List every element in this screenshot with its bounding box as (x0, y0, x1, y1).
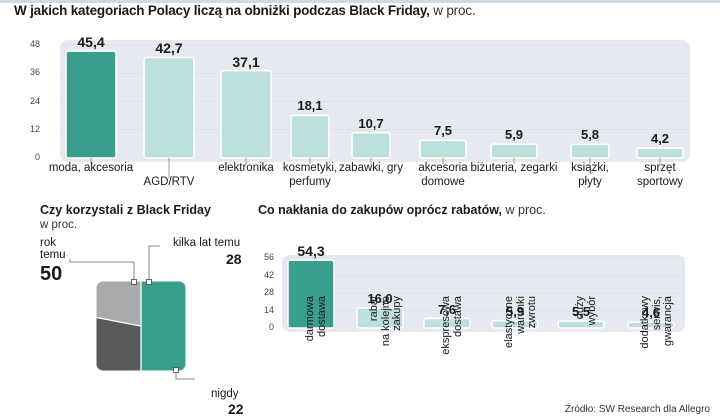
chart1-ytick: 36 (29, 67, 40, 78)
chart3-ytick: 14 (263, 304, 274, 315)
chart1-title-row: W jakich kategoriach Polacy liczą na obn… (14, 3, 476, 19)
chart1-category-label: zabawki, gry (339, 162, 403, 174)
chart1-category-label: AGD/RTV (143, 176, 195, 188)
chart2-leader-line (175, 370, 195, 380)
chart1-value-label: 10,7 (358, 115, 384, 131)
chart1-category-label: moda, akcesoria (48, 162, 134, 174)
chart1-category-label: książki, płyty (571, 162, 609, 188)
chart1-value-label: 5,8 (580, 127, 600, 143)
chart2-slice-label: kilka lat temu (173, 237, 241, 249)
chart3-category-label: rabat na kolejne zakupy (367, 296, 403, 347)
chart1-title: W jakich kategoriach Polacy liczą na obn… (14, 3, 430, 18)
chart1-category-label: sprzęt sportowy (636, 162, 684, 188)
chart3-value-label: 54,3 (297, 243, 325, 260)
chart1-category-label: elektronika (218, 162, 274, 174)
chart1-value-label: 18,1 (297, 98, 323, 114)
chart3-panel (282, 255, 685, 332)
chart1-ytick: 12 (29, 123, 40, 134)
chart3-ytick: 42 (263, 269, 274, 280)
chart3-category-label: darmowa dostawa (304, 296, 328, 342)
chart3-bar (287, 259, 335, 329)
chart3-value-label: 5,9 (505, 303, 525, 319)
chart1-subtitle: w proc. (433, 3, 476, 18)
chart3-category-label: duży wybór (574, 296, 598, 326)
chart3-bar (491, 319, 539, 329)
chart2-slice-label: rok temu (40, 237, 66, 261)
chart3-bar (423, 317, 471, 329)
chart3-value-label: 5,5 (571, 304, 591, 320)
chart1-value-label: 5,9 (504, 127, 524, 143)
chart3-value-label: 4,6 (641, 305, 661, 321)
chart1-ytick: 24 (29, 95, 40, 106)
chart2-slice-value: 50 (40, 263, 63, 285)
chart2-slice-label: nigdy (211, 388, 239, 400)
chart2-leader-line (69, 259, 135, 282)
chart2-title: Czy korzystali z Black Friday (40, 203, 211, 217)
chart2-marker (146, 279, 152, 285)
chart1-category-label: akcesoria domowe (418, 162, 468, 188)
chart3-category-label: elastyczne warunki zwrotu (502, 296, 538, 348)
chart3-bar (557, 320, 605, 329)
chart3-value-label: 16,0 (367, 291, 393, 306)
chart3-ytick: 56 (263, 252, 274, 262)
chart3-ytick: 28 (263, 287, 274, 297)
chart3-category-label: ekspresowa dostawa (440, 296, 464, 355)
chart2-slice (96, 281, 142, 327)
chart1-value-label: 37,1 (232, 53, 260, 70)
top-rule (0, 0, 720, 3)
chart3-title-row: Co nakłania do zakupów oprócz rabatów, w… (258, 203, 546, 218)
chart3-category-label: dodatkowy serwis, gwarancja (638, 296, 674, 349)
chart2-marker (131, 279, 137, 285)
chart3-bar (356, 307, 404, 329)
chart3-value-label: 7,6 (437, 301, 457, 317)
chart2-frame (95, 280, 187, 372)
source-note: Źródło: SW Research dla Allegro (564, 404, 710, 415)
chart1-value-label: 42,7 (155, 40, 183, 57)
chart1-category-label: kosmetyki, perfumy (282, 162, 338, 188)
chart3-ytick: 0 (268, 322, 274, 332)
chart2-marker (173, 367, 179, 373)
chart2-subtitle: w proc. (40, 219, 78, 231)
chart2-leader-line (148, 245, 160, 282)
chart1-value-label: 7,5 (433, 123, 453, 139)
chart3-title: Co nakłania do zakupów oprócz rabatów, (258, 203, 503, 217)
chart2-slice (96, 306, 142, 371)
chart3-subtitle: w proc. (505, 203, 546, 217)
chart1-value-label: 45,4 (77, 34, 105, 51)
chart1-ytick: 0 (34, 152, 40, 162)
chart1-category-label: biżuteria, zegarki (470, 162, 558, 174)
chart2-slice-value: 22 (228, 401, 244, 417)
chart1-ytick: 48 (29, 39, 40, 49)
chart3-bar (627, 321, 675, 329)
chart1-panel (60, 40, 690, 162)
chart2-slice-value: 28 (226, 251, 242, 267)
chart1-value-label: 4,2 (650, 131, 670, 147)
